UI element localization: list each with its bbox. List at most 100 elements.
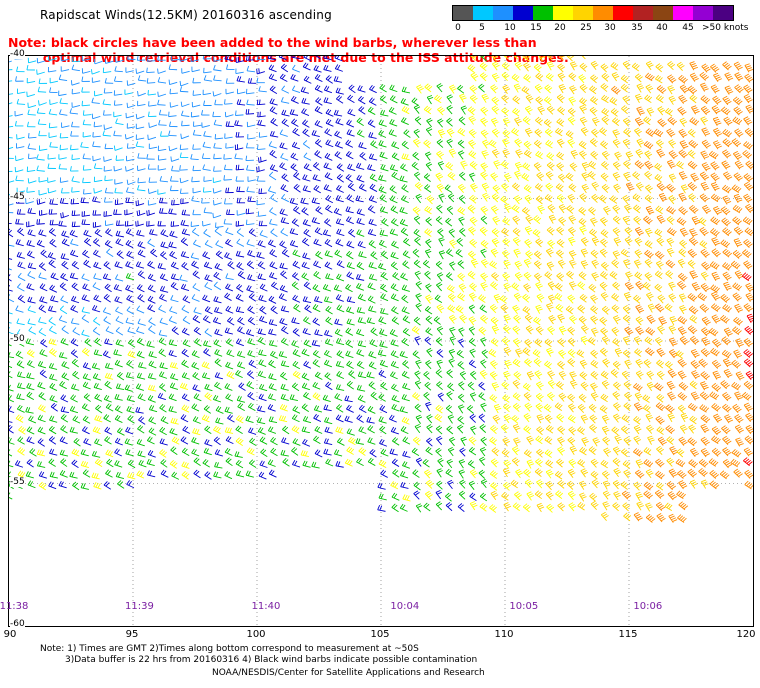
wind-barb	[625, 151, 634, 161]
wind-barb	[633, 336, 642, 346]
wind-barb	[323, 404, 332, 412]
wind-barb	[493, 160, 501, 170]
wind-barb	[489, 260, 498, 269]
wind-barbs	[9, 56, 753, 523]
wind-barb	[48, 425, 57, 435]
wind-barb	[379, 194, 388, 203]
wind-barb	[83, 229, 92, 238]
pass-time-label: 11:39	[125, 601, 154, 612]
wind-barb	[589, 424, 598, 433]
wind-barb	[125, 317, 134, 325]
wind-barb	[535, 116, 543, 126]
wind-barb	[191, 260, 199, 269]
wind-barb	[745, 203, 753, 214]
wind-barb	[655, 501, 666, 511]
wind-barb	[556, 381, 564, 390]
wind-barb	[117, 480, 125, 489]
wind-barb	[81, 87, 90, 93]
wind-barb	[170, 156, 180, 162]
wind-barb	[82, 249, 90, 259]
wind-barb	[127, 326, 136, 334]
wind-barb	[204, 239, 213, 249]
wind-barb	[368, 97, 377, 106]
wind-barb	[345, 216, 354, 225]
wind-barb	[9, 80, 13, 82]
wind-barb	[391, 306, 399, 315]
wind-barb	[49, 471, 58, 479]
wind-barb	[325, 194, 334, 204]
wind-barb	[467, 204, 476, 214]
wind-barb	[235, 131, 244, 138]
wind-barb	[323, 349, 332, 358]
wind-barb	[70, 144, 79, 151]
wind-barb	[435, 216, 443, 225]
wind-barb	[169, 427, 178, 436]
wind-barb	[36, 198, 46, 205]
wind-barb	[513, 314, 522, 324]
wind-barb	[137, 450, 146, 458]
wind-barb	[436, 381, 443, 391]
scale-swatch	[473, 6, 493, 20]
wind-barb	[114, 437, 123, 446]
wind-barb	[291, 425, 300, 434]
wind-barb	[713, 413, 723, 423]
wind-barb	[436, 348, 444, 358]
wind-barb	[179, 144, 189, 150]
wind-barb	[480, 314, 489, 324]
wind-barb	[92, 326, 101, 336]
wind-barb	[202, 187, 212, 193]
wind-barb	[732, 151, 743, 161]
wind-barb	[90, 69, 100, 75]
wind-barb	[554, 292, 563, 302]
wind-barb	[61, 325, 69, 334]
wind-barb	[60, 425, 68, 434]
wind-barb	[577, 501, 586, 511]
wind-barb	[732, 249, 743, 259]
wind-barb	[302, 119, 310, 128]
wind-barb	[125, 112, 135, 119]
wind-barb	[301, 108, 310, 116]
wind-barb	[202, 89, 212, 96]
wind-barb	[700, 414, 711, 424]
wind-barb	[105, 403, 114, 412]
wind-barb	[27, 57, 37, 64]
wind-barb	[634, 271, 643, 281]
wind-barb	[37, 414, 46, 423]
wind-barb	[612, 129, 620, 139]
wind-barb	[590, 458, 599, 468]
wind-barb	[502, 324, 511, 334]
wind-barb	[633, 435, 642, 445]
wind-barb	[190, 56, 200, 63]
wind-barb	[126, 179, 136, 186]
wind-barb	[16, 134, 25, 140]
wind-barb	[169, 102, 179, 108]
wind-barb	[523, 425, 532, 434]
wind-barb	[334, 140, 344, 149]
wind-barb	[314, 329, 323, 337]
wind-barb	[689, 204, 699, 214]
wind-barb	[49, 284, 58, 293]
wind-barb	[268, 73, 277, 82]
wind-barb	[677, 315, 688, 325]
wind-barb	[37, 119, 47, 126]
wind-barb	[345, 173, 353, 183]
wind-barb	[92, 373, 101, 381]
wind-barb	[81, 347, 90, 357]
wind-barb	[48, 122, 58, 129]
wind-barb	[536, 414, 544, 424]
wind-barb	[548, 315, 556, 325]
wind-barb	[104, 436, 112, 445]
wind-barb	[102, 273, 112, 281]
wind-barb	[49, 199, 58, 205]
wind-barb	[181, 305, 190, 314]
wind-barb	[613, 381, 621, 391]
wind-barb	[160, 469, 169, 478]
wind-barb	[147, 273, 156, 282]
wind-barb	[25, 198, 34, 205]
wind-barb	[500, 195, 509, 205]
wind-barb	[633, 415, 642, 425]
wind-barb	[480, 337, 487, 347]
wind-barb	[668, 173, 677, 183]
wind-barb	[259, 305, 267, 315]
wind-barb	[544, 449, 553, 458]
